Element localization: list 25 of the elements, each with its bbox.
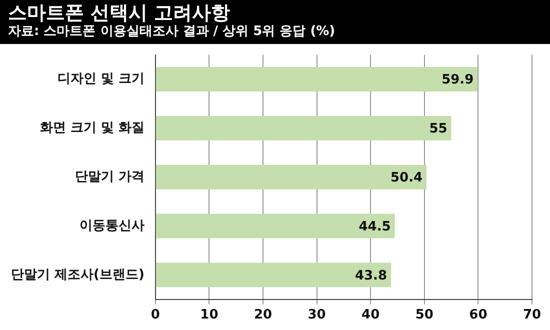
x-tick-label: 50 [415, 308, 434, 323]
x-tick-label: 40 [362, 308, 380, 323]
x-tick-label: 60 [469, 308, 488, 323]
bar [156, 67, 478, 92]
bar [156, 164, 427, 190]
bar [156, 214, 395, 238]
data-label: 43.8 [354, 268, 388, 284]
x-tick-label: 0 [150, 308, 160, 323]
bar [156, 262, 392, 288]
data-label: 55 [429, 122, 448, 137]
y-tick-label: 단말기 제조사(브랜드) [10, 267, 144, 282]
chart-subtitle: 자료: 스마트폰 이용실태조사 결과 / 상위 5위 응답 (%) [8, 24, 336, 40]
bar [156, 116, 452, 140]
x-tick-label: 70 [522, 308, 542, 323]
data-label: 59.9 [442, 72, 474, 88]
y-tick-label: 디자인 및 크기 [57, 72, 144, 87]
chart-title: 스마트폰 선택시 고려사항 [8, 2, 232, 24]
y-tick-label: 화면 크기 및 화질 [40, 120, 144, 136]
x-tick-label: 30 [308, 308, 326, 323]
x-tick-label: 10 [200, 308, 218, 323]
data-label: 50.4 [390, 170, 423, 186]
y-tick-label: 단말기 가격 [74, 169, 144, 184]
y-tick-label: 이동통신사 [79, 218, 144, 234]
data-label: 44.5 [358, 219, 391, 234]
x-tick-label: 20 [254, 308, 272, 323]
